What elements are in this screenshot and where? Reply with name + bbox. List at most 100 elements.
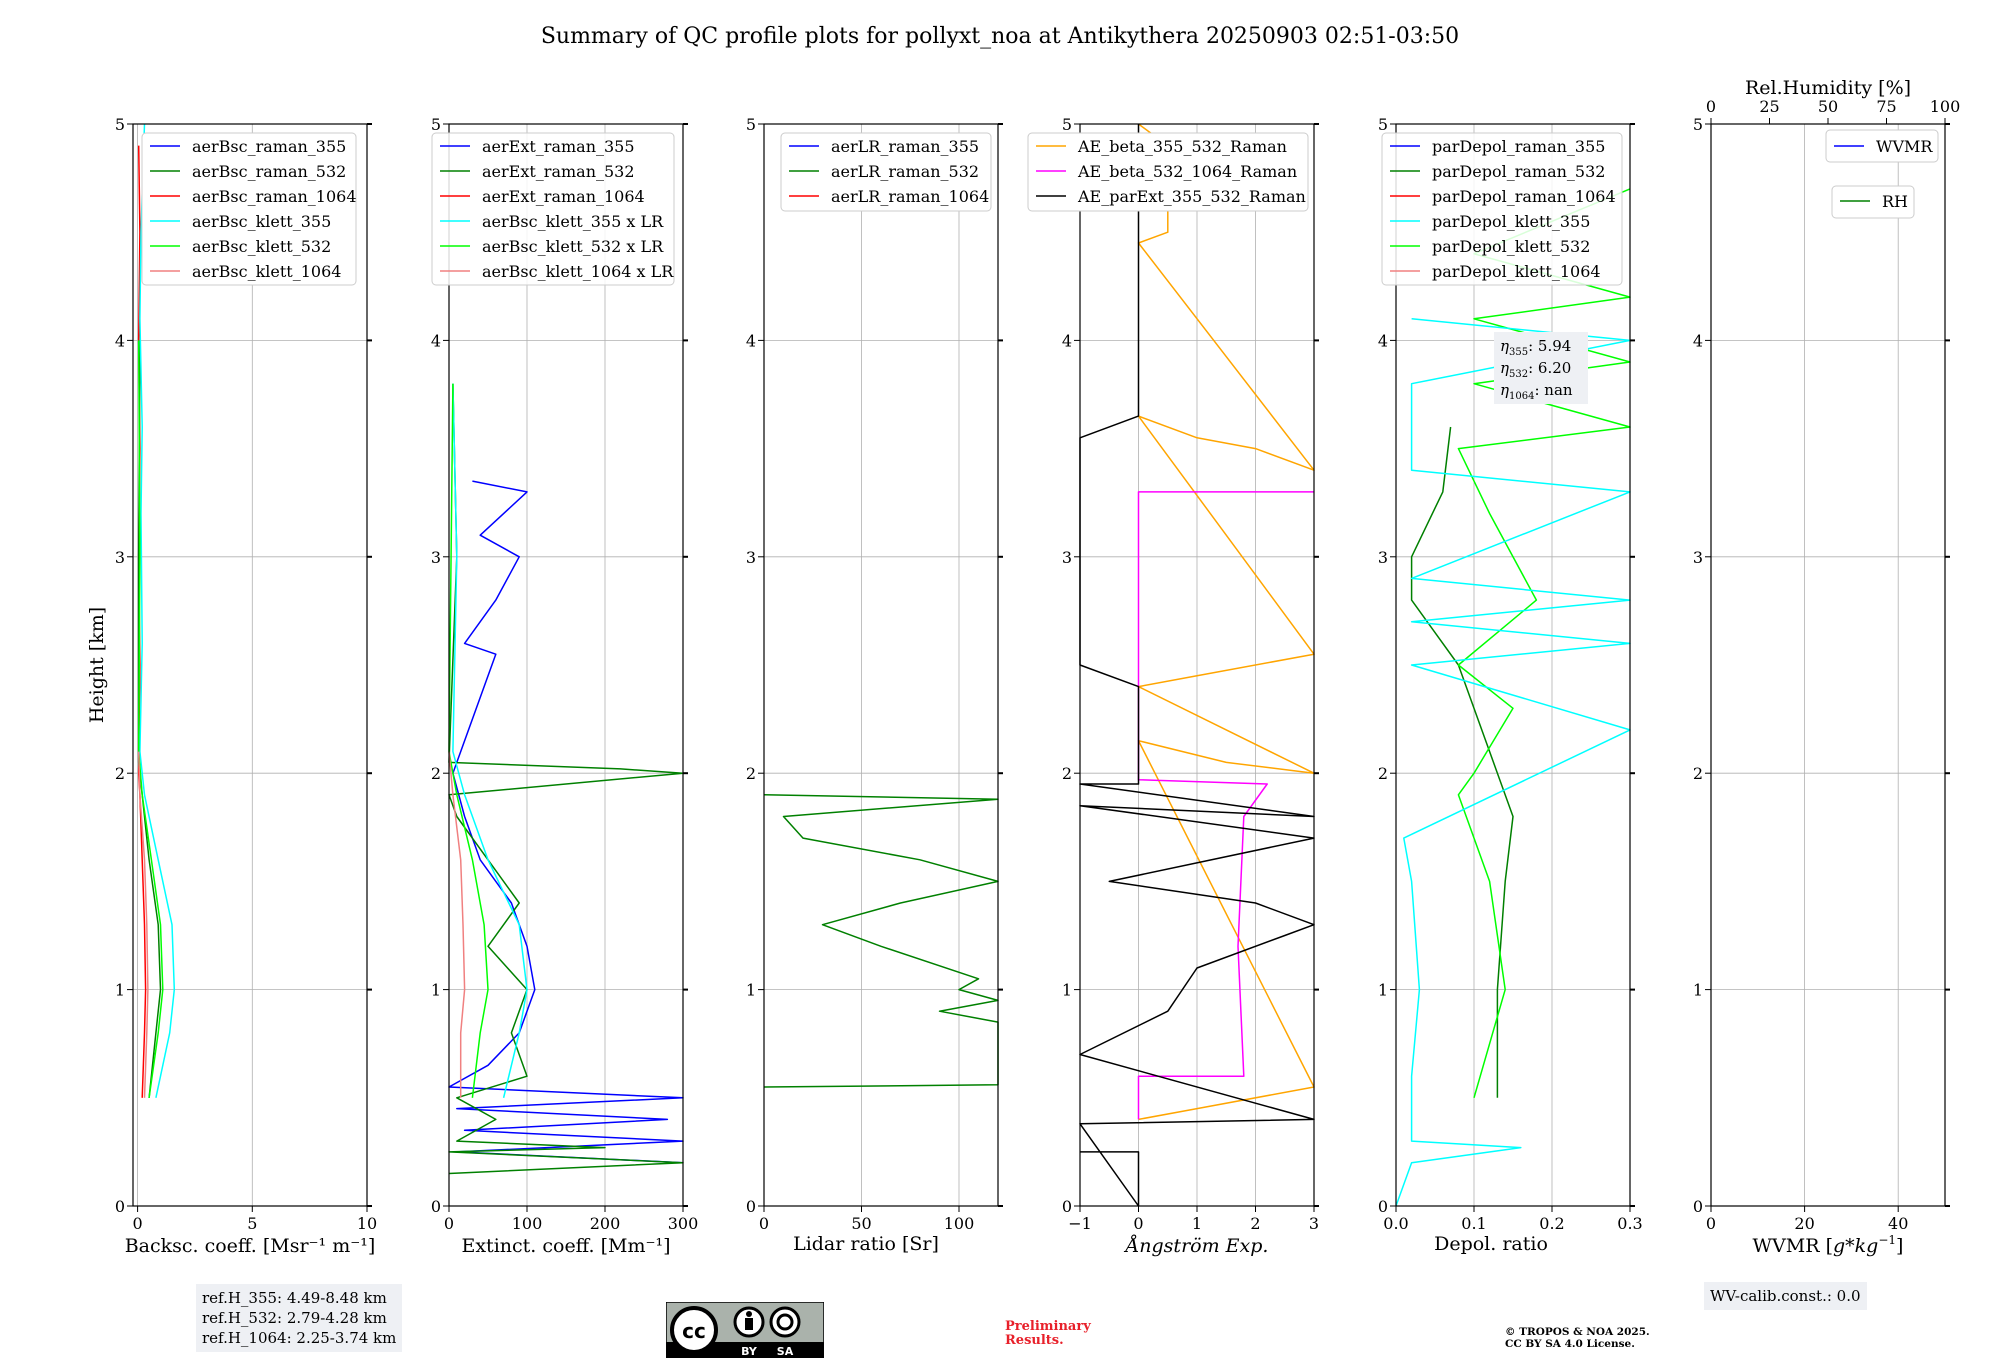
lr-series-layer	[763, 123, 999, 1207]
wv-xlabel-part-2: *	[1845, 1235, 1855, 1257]
depol-eta-1064: η1064: nan	[1500, 381, 1573, 402]
ae-legend: AE_beta_355_532_Raman AE_beta_532_1064_R…	[1027, 132, 1309, 212]
lr-xtick-label: 50	[851, 1214, 871, 1233]
lr-xtick-label: 0	[759, 1214, 769, 1233]
bsc-series-aerBsc_klett_355	[139, 123, 176, 1098]
wv-top-xtick-label: 100	[1930, 97, 1961, 116]
ae-ytick-label: 0	[1062, 1197, 1072, 1216]
copyright-line-2: CC BY SA 4.0 License.	[1505, 1338, 1635, 1350]
depol-ytick-label: 2	[1378, 764, 1388, 783]
depol-legend-label-1: parDepol_raman_532	[1432, 162, 1605, 181]
depol-ticks-layer: 0.0 0.1 0.2 0.3 0 1 2 3 4 5	[1378, 115, 1643, 1233]
wv-xtick-label: 40	[1888, 1214, 1908, 1233]
depol-ytick-label: 4	[1378, 331, 1388, 350]
depol-legend-label-4: parDepol_klett_532	[1432, 237, 1590, 256]
ext-series-aerExt_raman_355	[448, 480, 684, 1164]
ae-legend-frame	[1027, 132, 1309, 212]
bsc-ytick-label: 1	[115, 981, 125, 1000]
ae-xtick-label: 2	[1250, 1214, 1260, 1233]
bsc-legend: aerBsc_raman_355 aerBsc_raman_532 aerBsc…	[141, 132, 357, 286]
cc-icon-letters: cc	[682, 1319, 706, 1343]
ext-legend: aerExt_raman_355 aerExt_raman_532 aerExt…	[431, 132, 675, 286]
lr-xtick-label: 100	[944, 1214, 975, 1233]
bsc-legend-label-0: aerBsc_raman_355	[192, 137, 346, 156]
bsc-series-aerBsc_klett_532	[137, 340, 164, 1098]
panel-depol: 0.0 0.1 0.2 0.3 0 1 2 3 4 5 Depol. ratio parDepol…	[1378, 115, 1643, 1255]
lr-ytick-label: 2	[746, 764, 756, 783]
ref-height-355: ref.H_355: 4.49-8.48 km	[202, 1289, 387, 1307]
wv-ticks-layer: 0 20 40 0 1 2 3 4 5	[1693, 115, 1950, 1233]
ref-height-box: ref.H_355: 4.49-8.48 km ref.H_532: 2.79-…	[196, 1284, 403, 1352]
wv-legend-label-1: RH	[1882, 192, 1908, 211]
depol-xtick-label: 0.2	[1539, 1214, 1564, 1233]
depol-series-parDepol_raman_532	[1410, 426, 1514, 1098]
bsc-xtick-label: 5	[247, 1214, 257, 1233]
wv-series-layer	[1710, 123, 1945, 1207]
ext-legend-frame	[431, 132, 675, 286]
ae-xlabel: Ångström Exp.	[1124, 1235, 1269, 1257]
preliminary-line-2: Results.	[1005, 1333, 1064, 1348]
ext-ytick-label: 1	[431, 981, 441, 1000]
depol-legend-label-3: parDepol_klett_355	[1432, 212, 1590, 231]
bsc-xtick-label: 10	[357, 1214, 377, 1233]
ext-axes-frame	[448, 123, 684, 1207]
wv-xtick-label: 0	[1706, 1214, 1716, 1233]
depol-xtick-label: 0.3	[1617, 1214, 1642, 1233]
bsc-series-aerBsc_raman_532	[137, 340, 162, 1098]
lr-ytick-label: 3	[746, 548, 756, 567]
bsc-legend-label-5: aerBsc_klett_1064	[192, 262, 341, 281]
lr-ytick-label: 1	[746, 981, 756, 1000]
wv-ytick-label: 5	[1693, 115, 1703, 134]
depol-series-layer	[1395, 123, 1631, 1207]
ae-series-AE_beta_355_532_Raman	[1137, 123, 1315, 1121]
depol-series-parDepol_klett_355	[1395, 318, 1631, 1207]
depol-series-parDepol_klett_532	[1457, 188, 1631, 1099]
bsc-legend-label-3: aerBsc_klett_355	[192, 212, 331, 231]
bsc-series-layer	[133, 123, 368, 1207]
ae-series-layer	[1079, 123, 1315, 1207]
wv-top-xtick-label: 50	[1818, 97, 1838, 116]
wv-legend-rh: RH	[1831, 185, 1915, 219]
wv-ytick-label: 1	[1693, 981, 1703, 1000]
bsc-legend-label-1: aerBsc_raman_532	[192, 162, 346, 181]
wv-legend-rh-frame	[1831, 185, 1915, 219]
lr-series-aerLR_raman_532	[763, 794, 999, 1088]
ext-ytick-label: 5	[431, 115, 441, 134]
wv-ytick-label: 0	[1693, 1197, 1703, 1216]
lr-axes-frame	[763, 123, 999, 1207]
lr-ticks-layer: 0 50 100 0 1 2 3 4 5	[746, 115, 1003, 1233]
ext-legend-label-4: aerBsc_klett_532 x LR	[482, 237, 664, 256]
ae-xtick-label: 1	[1192, 1214, 1202, 1233]
ae-series-AE_beta_532_1064_Raman	[1137, 491, 1314, 1120]
wv-top-xtick-label: 0	[1706, 97, 1716, 116]
ext-series-layer	[448, 123, 684, 1207]
ext-xtick-label: 100	[512, 1214, 543, 1233]
depol-legend-label-2: parDepol_raman_1064	[1432, 187, 1616, 206]
by-icon-head	[746, 1311, 752, 1317]
depol-eta-box: η355: 5.94 η532: 6.20 η1064: nan	[1494, 332, 1588, 404]
bsc-axes-frame	[132, 123, 368, 1207]
wv-xlabel-part-4: −1	[1878, 1233, 1896, 1247]
bsc-legend-label-4: aerBsc_klett_532	[192, 237, 331, 256]
wv-top-xtick-label: 25	[1759, 97, 1779, 116]
lr-legend-frame	[780, 132, 992, 212]
bsc-ytick-label: 3	[115, 548, 125, 567]
ext-xtick-label: 300	[668, 1214, 699, 1233]
depol-ytick-label: 3	[1378, 548, 1388, 567]
ext-series-aerExt_raman_532	[448, 383, 684, 1175]
ext-series-aerBsc_klett_1064 x LR	[448, 751, 466, 1098]
depol-eta-355: η355: 5.94	[1500, 337, 1571, 358]
preliminary-line-1: Preliminary	[1005, 1319, 1091, 1334]
ae-legend-label-2: AE_parExt_355_532_Raman	[1077, 187, 1306, 206]
depol-eta-532: η532: 6.20	[1500, 359, 1571, 380]
depol-legend-frame	[1381, 132, 1623, 286]
ext-ytick-label: 3	[431, 548, 441, 567]
depol-ytick-label: 1	[1378, 981, 1388, 1000]
cc-icon	[670, 1306, 718, 1354]
depol-xlabel: Depol. ratio	[1434, 1233, 1548, 1255]
ae-ytick-label: 1	[1062, 981, 1072, 1000]
sa-icon	[769, 1306, 801, 1338]
figure-title: Summary of QC profile plots for pollyxt_…	[541, 24, 1459, 49]
ext-legend-label-3: aerBsc_klett_355 x LR	[482, 212, 664, 231]
